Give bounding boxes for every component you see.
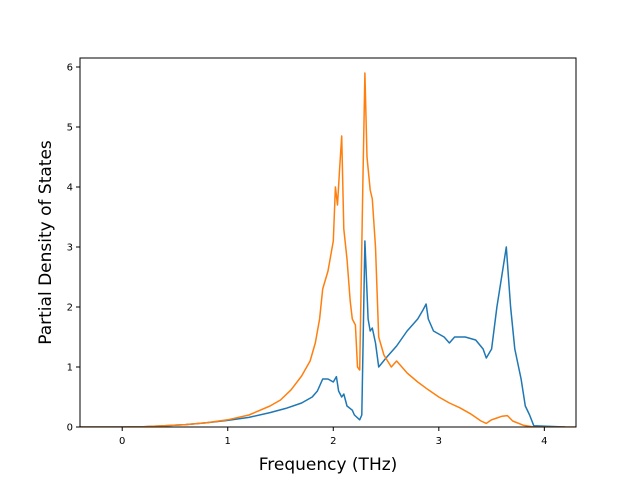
y-tick-label: 2 (67, 303, 73, 314)
series-layer (80, 72, 576, 427)
series-line-2 (80, 72, 576, 427)
x-tick-label: 3 (436, 436, 442, 447)
x-tick-label: 0 (119, 436, 125, 447)
x-axis-label: Frequency (THz) (259, 455, 398, 475)
y-axis-ticks: 0 1 2 3 4 5 6 (67, 63, 80, 434)
y-axis-label: Partial Density of States (36, 140, 56, 345)
axes-frame (79, 57, 577, 428)
y-tick-label: 1 (67, 363, 73, 374)
x-axis-ticks: 0 1 2 3 4 (119, 427, 548, 447)
y-tick-label: 6 (67, 63, 73, 74)
series-line-1 (80, 240, 566, 427)
x-tick-label: 1 (225, 436, 231, 447)
y-tick-label: 4 (67, 183, 73, 194)
y-tick-label: 5 (67, 123, 73, 134)
y-tick-label: 0 (67, 423, 73, 434)
x-tick-label: 4 (541, 436, 547, 447)
x-tick-label: 2 (330, 436, 336, 447)
y-tick-label: 3 (67, 243, 73, 254)
